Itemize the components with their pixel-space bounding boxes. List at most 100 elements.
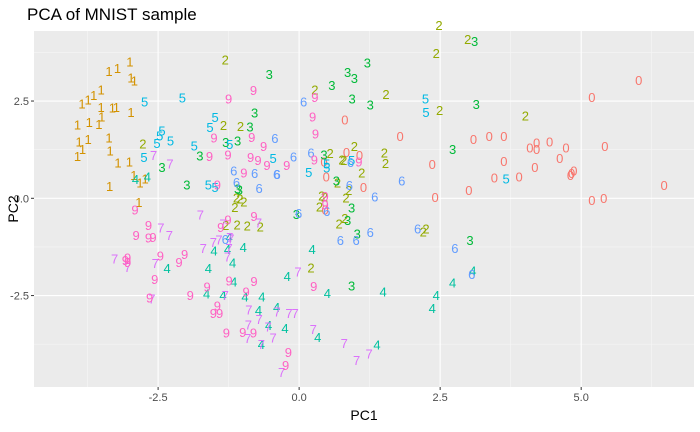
data-point-digit-2: 2 xyxy=(311,82,318,97)
data-point-digit-6: 6 xyxy=(300,94,307,109)
data-point-digit-6: 6 xyxy=(230,164,237,179)
data-point-digit-4: 4 xyxy=(226,230,233,245)
data-point-digit-0: 0 xyxy=(531,160,538,175)
data-point-digit-0: 0 xyxy=(343,145,350,160)
data-point-digit-7: 7 xyxy=(341,336,348,351)
data-point-digit-1: 1 xyxy=(79,142,86,157)
data-point-digit-3: 3 xyxy=(354,227,361,242)
data-point-digit-6: 6 xyxy=(274,167,281,182)
data-point-digit-5: 5 xyxy=(191,138,198,153)
data-point-digit-2: 2 xyxy=(316,199,323,214)
data-point-digit-0: 0 xyxy=(546,134,553,149)
data-point-digit-3: 3 xyxy=(236,182,243,197)
data-point-digit-1: 1 xyxy=(107,143,114,158)
y-tick-label: 2.5 xyxy=(14,96,29,108)
data-point-digit-0: 0 xyxy=(601,139,608,154)
data-point-digit-5: 5 xyxy=(305,165,312,180)
data-point-digit-7: 7 xyxy=(157,220,164,235)
data-point-digit-5: 5 xyxy=(156,129,163,144)
y-tick-label: -2.5 xyxy=(10,291,29,303)
data-point-digit-7: 7 xyxy=(264,319,271,334)
data-point-digit-3: 3 xyxy=(293,207,300,222)
data-point-digit-9: 9 xyxy=(283,158,290,173)
data-point-digit-3: 3 xyxy=(344,65,351,80)
data-point-digit-4: 4 xyxy=(164,261,171,276)
data-point-digit-3: 3 xyxy=(367,98,374,113)
data-point-digit-2: 2 xyxy=(433,46,440,61)
data-point-digit-9: 9 xyxy=(250,326,257,341)
data-point-digit-9: 9 xyxy=(224,213,231,228)
data-point-digit-3: 3 xyxy=(348,278,355,293)
data-point-digit-9: 9 xyxy=(311,90,318,105)
data-point-digit-7: 7 xyxy=(124,260,131,275)
data-point-digit-7: 7 xyxy=(150,148,157,163)
data-point-digit-0: 0 xyxy=(600,191,607,206)
data-point-digit-4: 4 xyxy=(240,240,247,255)
data-point-digit-0: 0 xyxy=(470,132,477,147)
data-point-digit-6: 6 xyxy=(307,145,314,160)
data-point-digit-7: 7 xyxy=(227,231,234,246)
data-point-digit-2: 2 xyxy=(244,219,251,234)
data-point-digit-6: 6 xyxy=(414,222,421,237)
data-point-digit-2: 2 xyxy=(236,191,243,206)
data-point-digit-9: 9 xyxy=(254,153,261,168)
data-point-digit-7: 7 xyxy=(219,217,226,232)
data-point-digit-0: 0 xyxy=(323,170,330,185)
data-point-digit-3: 3 xyxy=(234,134,241,149)
data-point-digit-1: 1 xyxy=(127,105,134,120)
data-point-digit-9: 9 xyxy=(355,154,362,169)
data-point-digit-3: 3 xyxy=(348,201,355,216)
data-point-digit-9: 9 xyxy=(146,291,153,306)
data-point-digit-1: 1 xyxy=(127,70,134,85)
data-point-digit-1: 1 xyxy=(109,101,116,116)
data-point-digit-7: 7 xyxy=(210,235,217,250)
data-point-digit-0: 0 xyxy=(516,170,523,185)
data-point-digit-7: 7 xyxy=(222,288,229,303)
data-point-digit-6: 6 xyxy=(271,131,278,146)
data-point-digit-6: 6 xyxy=(323,204,330,219)
data-point-digit-9: 9 xyxy=(210,131,217,146)
data-point-digit-9: 9 xyxy=(260,139,267,154)
data-point-digit-2: 2 xyxy=(342,191,349,206)
y-axis-title: PC2 xyxy=(5,195,21,222)
data-point-digit-9: 9 xyxy=(206,149,213,164)
data-point-digit-2: 2 xyxy=(139,136,146,151)
x-tick-label: -2.5 xyxy=(149,392,168,404)
data-point-digit-5: 5 xyxy=(153,136,160,151)
data-point-digit-1: 1 xyxy=(126,54,133,69)
data-point-digit-4: 4 xyxy=(308,242,315,257)
data-point-digit-6: 6 xyxy=(233,175,240,190)
data-point-digit-0: 0 xyxy=(588,193,595,208)
data-point-digit-9: 9 xyxy=(285,345,292,360)
data-point-digit-4: 4 xyxy=(224,242,231,257)
chart-title: PCA of MNIST sample xyxy=(27,5,197,24)
data-point-digit-1: 1 xyxy=(86,115,93,130)
data-point-digit-7: 7 xyxy=(294,264,301,279)
data-point-digit-6: 6 xyxy=(273,167,280,182)
data-point-digit-4: 4 xyxy=(324,286,331,301)
data-point-digit-7: 7 xyxy=(244,331,251,346)
data-point-digit-5: 5 xyxy=(179,91,186,106)
data-point-digit-7: 7 xyxy=(197,207,204,222)
data-point-digit-2: 2 xyxy=(222,52,229,67)
data-point-digit-4: 4 xyxy=(203,287,210,302)
data-point-digit-0: 0 xyxy=(526,140,533,155)
data-point-digit-4: 4 xyxy=(132,172,139,187)
data-point-digit-2: 2 xyxy=(345,183,352,198)
data-point-digit-1: 1 xyxy=(114,156,121,171)
data-point-digit-1: 1 xyxy=(74,117,81,132)
data-point-digit-3: 3 xyxy=(471,34,478,49)
data-point-digit-1: 1 xyxy=(105,64,112,79)
data-point-digit-2: 2 xyxy=(422,221,429,236)
data-point-digit-2: 2 xyxy=(341,211,348,226)
data-point-digit-6: 6 xyxy=(367,225,374,240)
data-point-digit-9: 9 xyxy=(124,255,131,270)
data-point-digit-2: 2 xyxy=(464,32,471,47)
data-point-digit-4: 4 xyxy=(229,255,236,270)
data-point-digit-2: 2 xyxy=(381,145,388,160)
data-point-digit-9: 9 xyxy=(204,280,211,295)
data-point-digit-2: 2 xyxy=(257,219,264,234)
data-point-digit-1: 1 xyxy=(131,73,138,88)
data-point-digit-5: 5 xyxy=(503,171,510,186)
data-point-digit-3: 3 xyxy=(344,213,351,228)
